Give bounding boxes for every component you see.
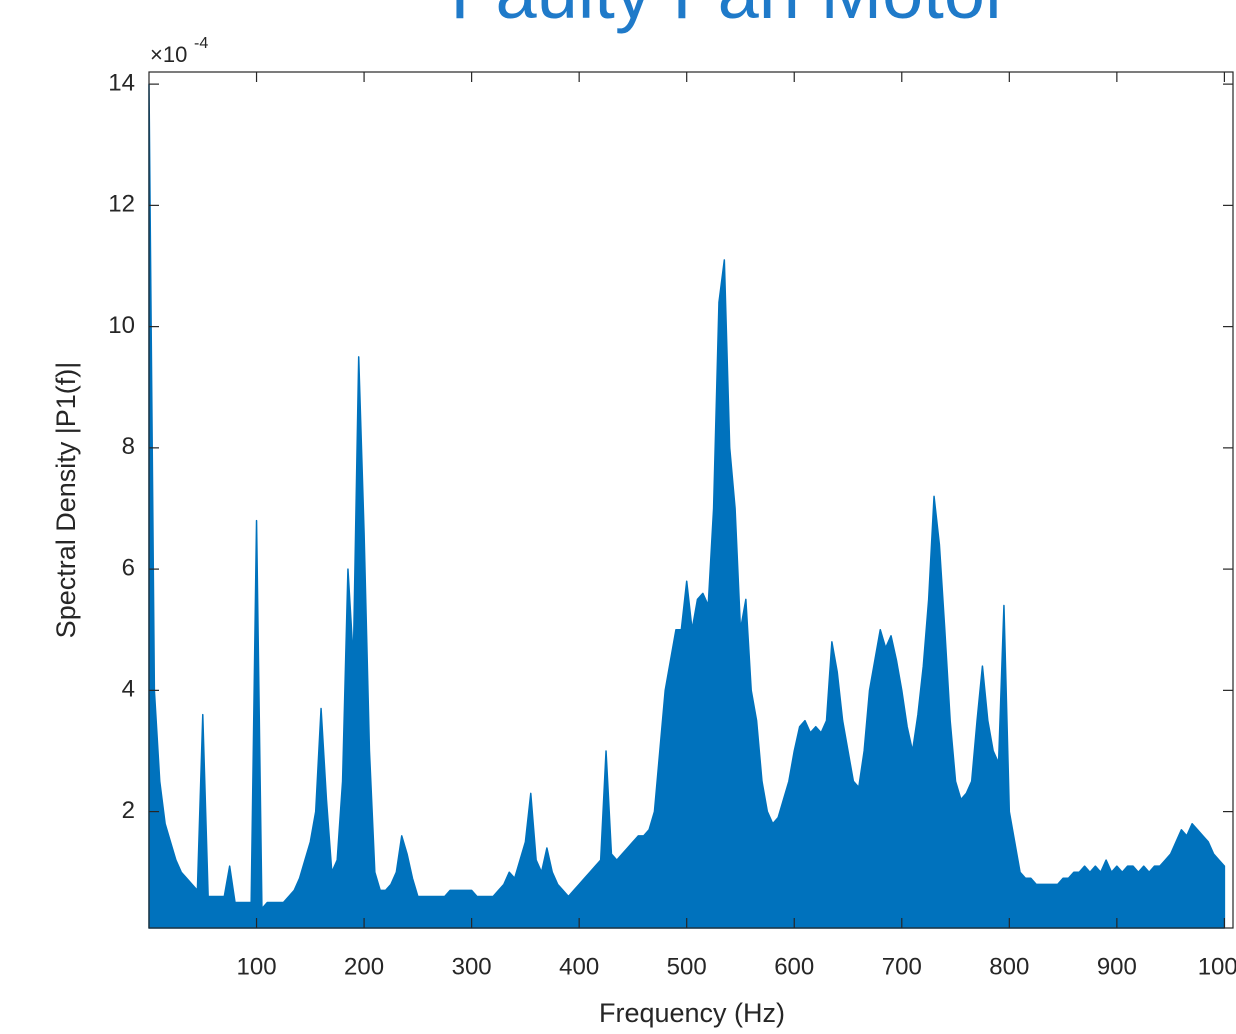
x-tick-label: 600 xyxy=(774,953,814,980)
y-tick-label: 4 xyxy=(122,676,135,703)
x-tick-label: 900 xyxy=(1097,953,1137,980)
y-multiplier-exponent: -4 xyxy=(194,35,208,52)
x-tick-label: 100 xyxy=(237,953,277,980)
x-tick-label: 500 xyxy=(667,953,707,980)
x-axis-label: Frequency (Hz) xyxy=(599,998,785,1028)
y-tick-label: 14 xyxy=(108,69,135,96)
x-tick-label: 1000 xyxy=(1198,953,1236,980)
x-tick-label: 400 xyxy=(559,953,599,980)
x-tick-label: 800 xyxy=(989,953,1029,980)
x-tick-label: 300 xyxy=(452,953,492,980)
x-tick-label: 700 xyxy=(882,953,922,980)
spectrum-line xyxy=(148,83,1226,929)
y-tick-label: 2 xyxy=(122,797,135,824)
y-tick-label: 10 xyxy=(108,312,135,339)
x-tick-label: 200 xyxy=(344,953,384,980)
chart-title: Faulty Fan Motor xyxy=(450,0,1009,34)
y-tick-label: 12 xyxy=(108,191,135,218)
y-tick-label: 8 xyxy=(122,433,135,460)
plot-frame xyxy=(148,71,1234,929)
y-tick-label: 6 xyxy=(122,554,135,581)
y-axis-label: Spectral Density |P1(f)| xyxy=(51,362,81,639)
y-multiplier: ×10 xyxy=(150,42,187,67)
